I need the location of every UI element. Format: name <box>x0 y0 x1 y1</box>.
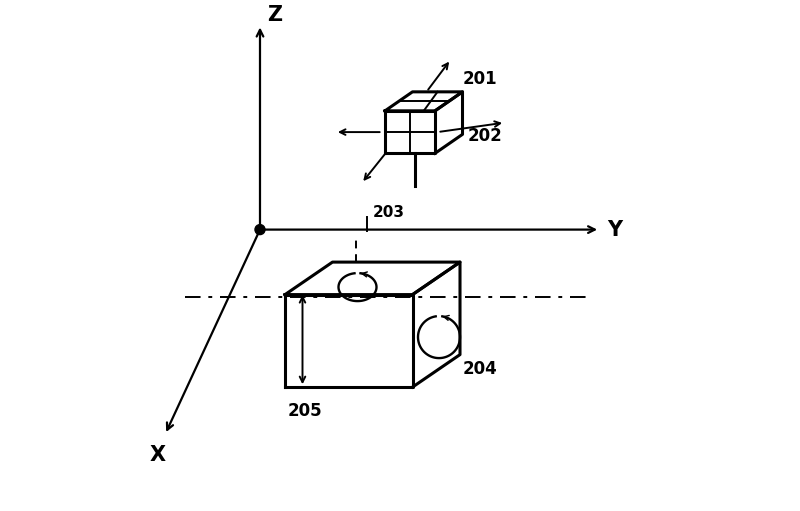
Circle shape <box>255 225 265 235</box>
Text: Z: Z <box>267 5 282 25</box>
Text: Y: Y <box>607 220 622 240</box>
Text: 205: 205 <box>287 402 322 420</box>
Text: 202: 202 <box>467 127 502 145</box>
Text: X: X <box>150 445 166 464</box>
Text: 204: 204 <box>462 360 498 378</box>
Text: 203: 203 <box>373 204 405 220</box>
Text: 201: 201 <box>462 69 497 87</box>
